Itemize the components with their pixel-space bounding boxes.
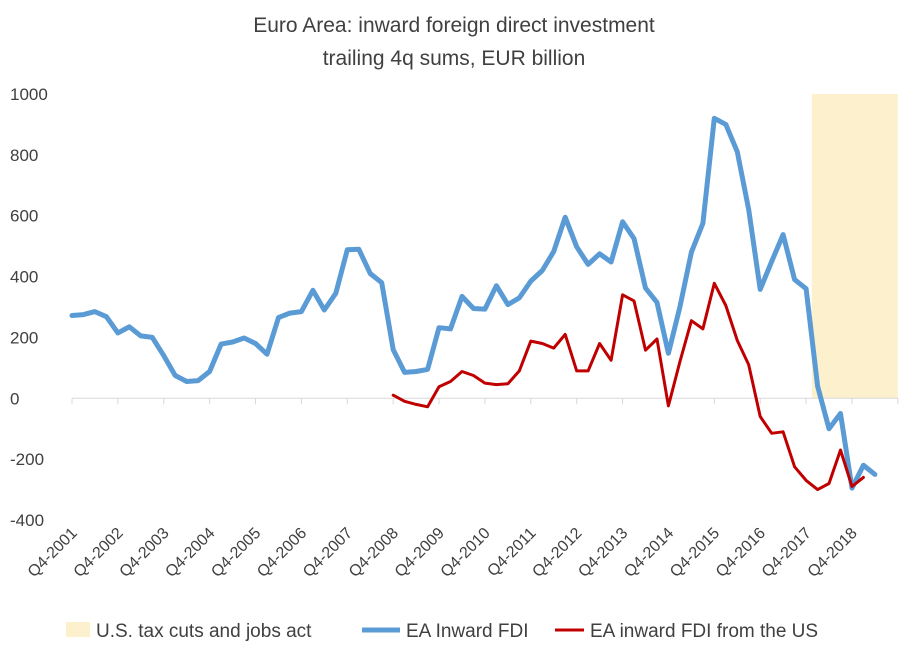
x-tick-label: Q4-2002: [71, 525, 127, 581]
x-tick-label: Q4-2018: [805, 525, 861, 581]
shaded-region-layer: [811, 94, 898, 399]
legend-swatch-shaded-region: [66, 622, 90, 637]
x-tick-label: Q4-2003: [117, 525, 173, 581]
x-tick-label: Q4-2016: [713, 525, 769, 581]
y-tick-label: 400: [10, 268, 38, 287]
chart-subtitle: trailing 4q sums, EUR billion: [323, 47, 586, 70]
series-line-ea-inward-fdi-from-us: [391, 281, 865, 492]
y-tick-label: 600: [10, 207, 38, 226]
x-axis: [71, 397, 899, 405]
legend: U.S. tax cuts and jobs act EA Inward FDI…: [66, 621, 818, 642]
x-tick-label: Q4-2006: [254, 525, 310, 581]
series-layer: [69, 115, 878, 492]
legend-label-shaded-region: U.S. tax cuts and jobs act: [96, 621, 312, 642]
y-tick-label: 1000: [10, 85, 48, 104]
y-tick-label: 0: [10, 389, 19, 408]
x-tick-label: Q4-2005: [208, 525, 264, 581]
x-tick-label: Q4-2009: [392, 525, 448, 581]
x-tick-label: Q4-2004: [162, 525, 218, 581]
y-tick-label: -200: [10, 450, 44, 469]
y-tick-label: -400: [10, 511, 44, 530]
x-tick-label: Q4-2014: [621, 525, 677, 581]
x-tick-label: Q4-2013: [575, 525, 631, 581]
x-tick-label: Q4-2010: [438, 525, 494, 581]
shaded-region-tax-act: [811, 94, 898, 399]
y-axis: 1000 800 600 400 200 0 -200 -400: [10, 85, 48, 530]
y-tick-label: 200: [10, 328, 38, 347]
legend-label-ea-inward-fdi: EA Inward FDI: [406, 621, 529, 642]
x-tick-labels: Q4-2001Q4-2002Q4-2003Q4-2004Q4-2005Q4-20…: [25, 525, 861, 581]
series-line-ea-inward-fdi: [69, 115, 878, 491]
legend-label-ea-inward-fdi-from-us: EA inward FDI from the US: [590, 621, 818, 642]
x-tick-label: Q4-2001: [25, 525, 81, 581]
x-tick-label: Q4-2012: [529, 525, 585, 581]
y-tick-label: 800: [10, 146, 38, 165]
x-tick-label: Q4-2008: [346, 525, 402, 581]
x-tick-label: Q4-2015: [667, 525, 723, 581]
chart-title: Euro Area: inward foreign direct investm…: [253, 14, 655, 37]
x-tick-label: Q4-2017: [759, 525, 815, 581]
x-tick-label: Q4-2007: [300, 525, 356, 581]
